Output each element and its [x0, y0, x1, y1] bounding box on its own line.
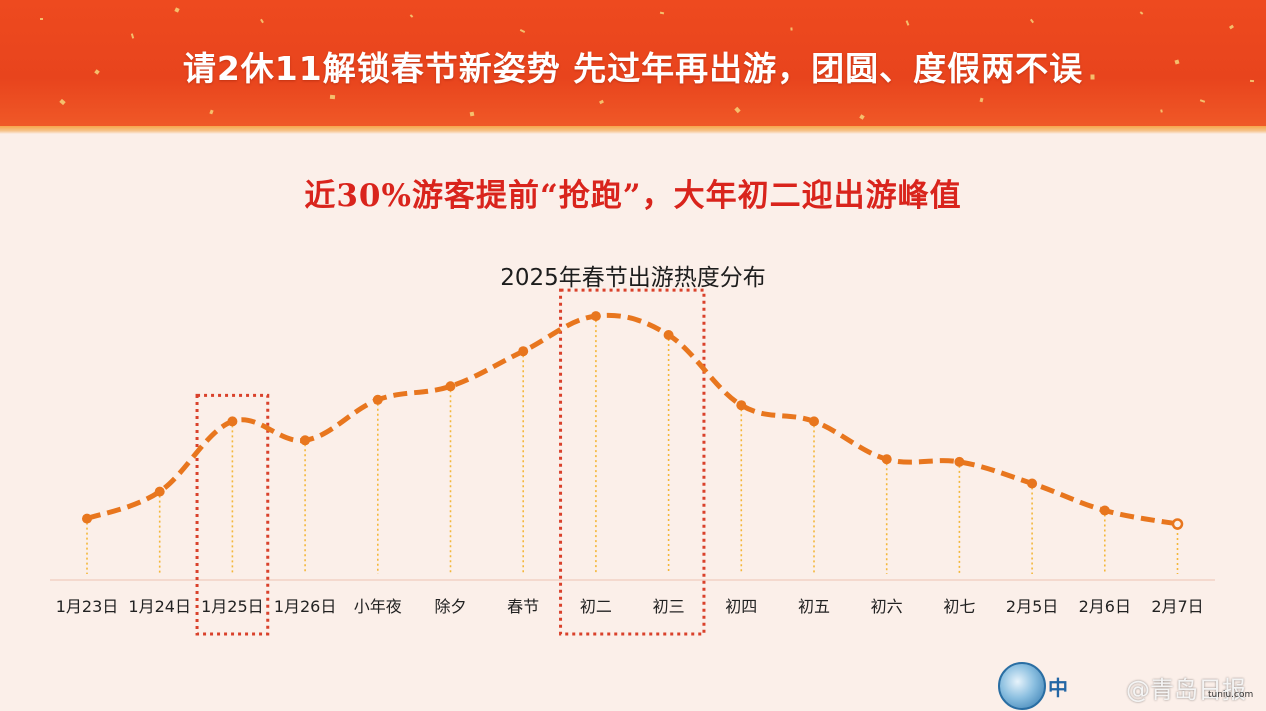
data-point [518, 346, 529, 357]
highlight-box-1 [559, 288, 706, 636]
x-tick-label: 1月25日 [201, 597, 264, 616]
data-point [881, 454, 892, 465]
data-point [590, 311, 601, 322]
data-point [154, 486, 165, 497]
data-point [1171, 518, 1184, 530]
confetti-decoration [40, 18, 43, 20]
x-tick-label: 春节 [507, 597, 540, 616]
header-banner: 请2休11解锁春节新姿势 先过年再出游，团圆、度假两不误 [0, 0, 1266, 130]
data-point [954, 456, 965, 467]
x-tick-label: 2月6日 [1078, 597, 1131, 616]
x-tick-label: 除夕 [434, 597, 467, 616]
banner-divider [0, 126, 1266, 134]
x-tick-label: 1月23日 [55, 597, 119, 616]
brand-logo-icon [998, 662, 1046, 710]
data-point [1027, 478, 1038, 489]
x-tick-label: 初五 [797, 597, 830, 616]
chart-title: 2025年春节出游热度分布 [500, 265, 766, 291]
data-point [372, 394, 383, 405]
brand-logo-text: 中 [1048, 676, 1068, 700]
x-tick-label: 初六 [870, 597, 903, 616]
series-line [86, 312, 1178, 527]
x-tick-label: 初四 [725, 597, 758, 616]
data-point [227, 416, 238, 427]
data-point [663, 330, 674, 340]
weibo-watermark: @青岛日报 [1126, 676, 1246, 704]
x-tick-label: 2月7日 [1151, 597, 1204, 616]
banner-title: 请2休11解锁春节新姿势 先过年再出游，团圆、度假两不误 [182, 49, 1084, 88]
headline-subtitle: 近30%游客提前“抢跑”，大年初二迎出游峰值 [304, 178, 962, 214]
x-tick-label: 初二 [579, 597, 612, 616]
data-point [82, 513, 92, 524]
x-tick-label: 初七 [943, 597, 976, 616]
data-point [300, 435, 311, 446]
data-point [736, 400, 747, 411]
site-watermark: tuniu.com [1208, 690, 1254, 700]
x-tick-label: 初三 [652, 597, 685, 616]
highlight-box-0 [195, 393, 270, 636]
data-point [809, 416, 819, 427]
x-tick-label: 2月5日 [1005, 597, 1059, 616]
data-point [1099, 505, 1110, 516]
x-tick-label: 1月24日 [128, 597, 191, 616]
x-tick-label: 1月26日 [273, 597, 337, 616]
data-point [445, 381, 456, 392]
x-tick-label: 小年夜 [353, 597, 402, 616]
